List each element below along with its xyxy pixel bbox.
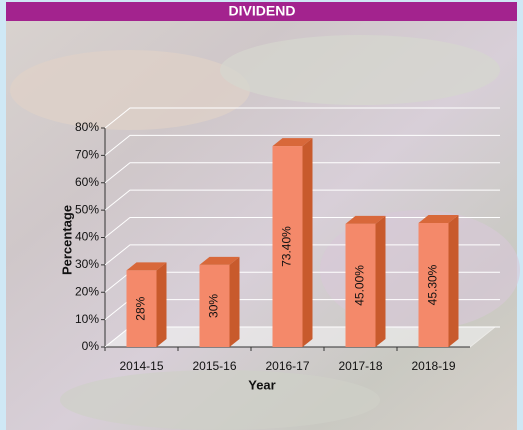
value-label: 45.00% [353,265,367,306]
decoration [220,35,500,105]
y-axis-label: Percentage [59,205,74,275]
y-tick-label: 40% [75,230,99,244]
bar-side [449,215,459,347]
bar-side [157,262,167,347]
bar-side [303,138,313,347]
y-tick-label: 20% [75,284,99,298]
decoration [60,370,380,430]
y-tick-label: 30% [75,257,99,271]
bar-side [376,216,386,347]
value-label: 28% [134,296,148,320]
y-tick-label: 50% [75,202,99,216]
x-tick-label: 2018-19 [411,359,455,373]
y-tick-label: 10% [75,312,99,326]
y-tick-label: 60% [75,175,99,189]
y-tick-label: 0% [82,339,100,353]
y-tick-label: 70% [75,148,99,162]
decoration [10,50,250,130]
page: DIVIDEND Percentage Year 0% 10% 20% 30% 40% 5… [0,0,523,430]
bar-side [230,257,240,347]
y-tick-label: 80% [75,120,99,134]
x-tick-label: 2015-16 [192,359,236,373]
value-label: 30% [207,294,221,318]
x-tick-label: 2017-18 [338,359,382,373]
chart: DIVIDEND Percentage Year 0% 10% 20% 30% 40% 5… [0,0,523,430]
x-tick-label: 2014-15 [119,359,163,373]
chart-title: DIVIDEND [229,3,296,19]
value-label: 73.40% [280,226,294,267]
x-axis-label: Year [248,377,275,392]
value-label: 45.30% [426,264,440,305]
x-tick-label: 2016-17 [265,359,309,373]
